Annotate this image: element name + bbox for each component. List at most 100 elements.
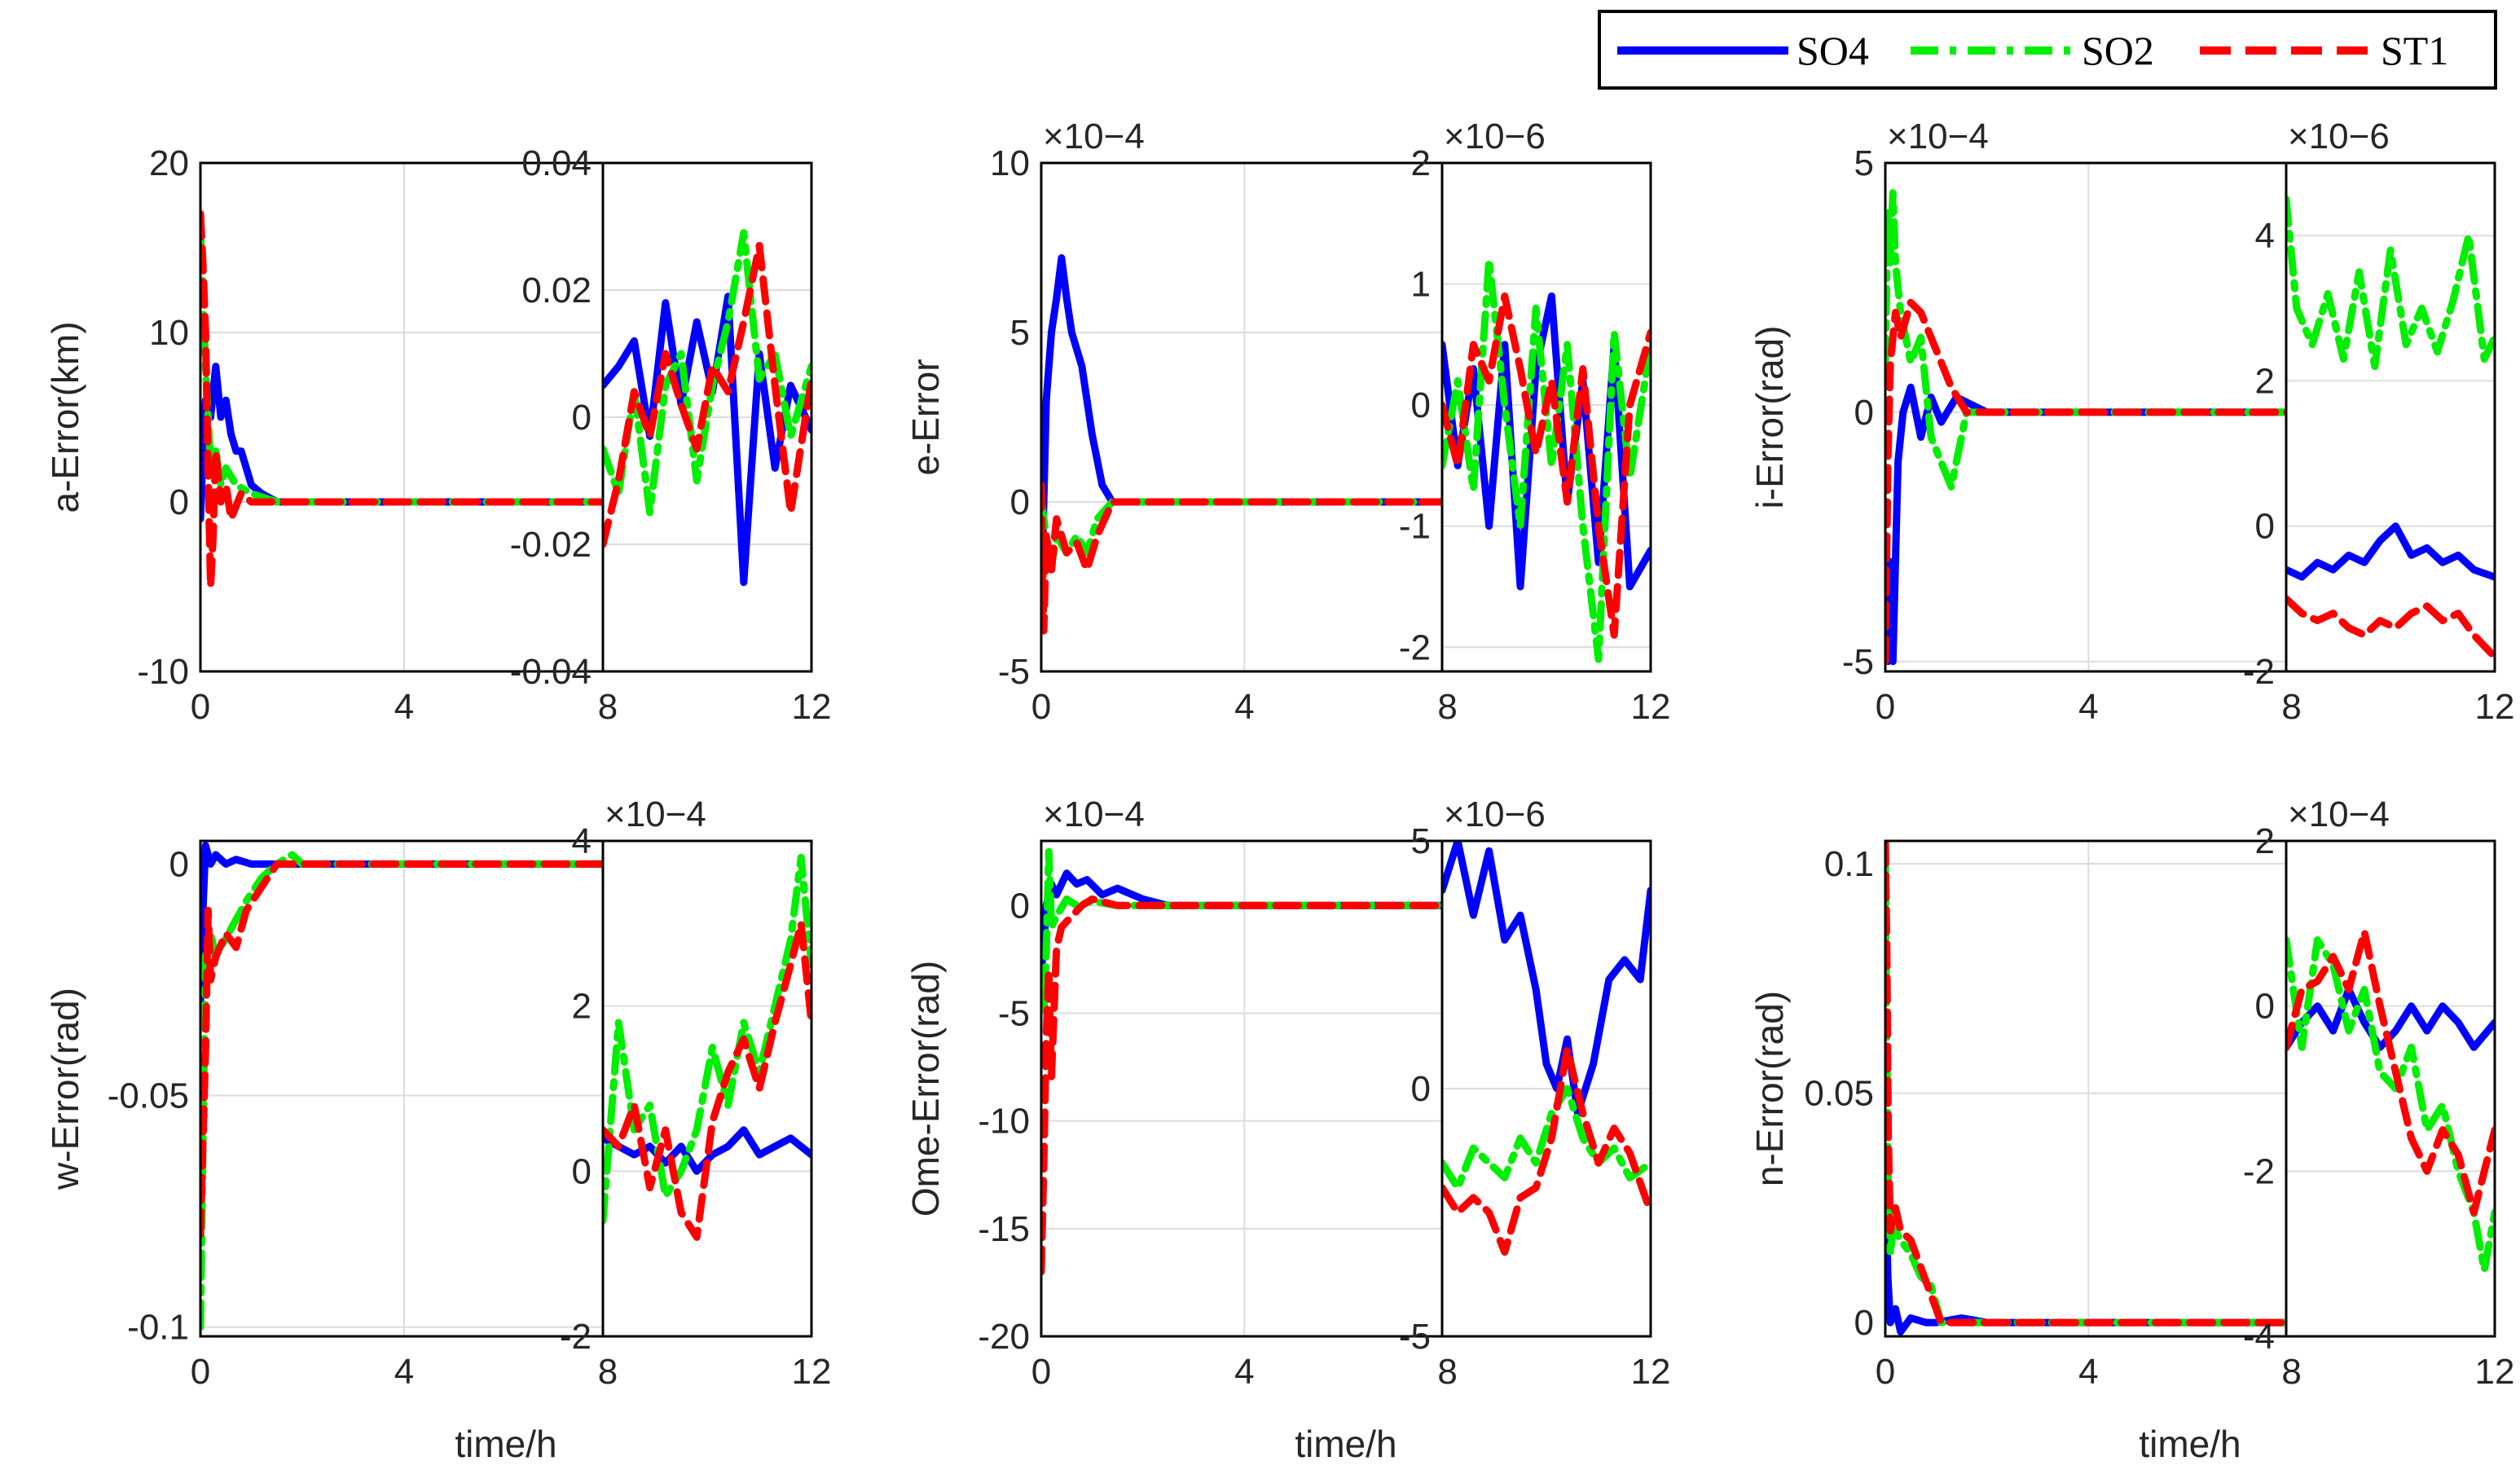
inset-ytick-label: 0 — [2255, 987, 2275, 1027]
main-xtick-label: 0 — [191, 687, 210, 727]
main-xtick-label: 0 — [1031, 687, 1051, 727]
main-xtick-label: 4 — [1234, 1352, 1254, 1392]
ylabel: n-Error(rad) — [1748, 991, 1791, 1186]
inset-ytick-label: -5 — [1399, 1317, 1431, 1357]
main-exponent-label: ×10−4 — [1887, 117, 1989, 156]
legend: SO4 SO2 ST1 — [1598, 10, 2497, 90]
main-series-st1 — [200, 209, 612, 591]
inset-axes: -4 -2 0 2 ×10−4 — [2243, 794, 2496, 1357]
main-series-group — [1885, 189, 2296, 666]
main-ytick-label: 0.05 — [1804, 1074, 1874, 1114]
main-ytick-label: 10 — [990, 143, 1030, 183]
panel-Ome: 0 4 8 12 -20 -15 -10 -5 0 ×10−4 -5 0 5 ×10−6 Ome-Error… — [904, 794, 1670, 1465]
main-ytick-label: 0 — [1854, 1303, 1874, 1343]
inset-ytick-label: 0 — [1411, 385, 1431, 425]
ylabel: e-Error — [904, 359, 947, 475]
inset-series-st1 — [603, 919, 811, 1241]
inset-series-st1 — [1442, 292, 1651, 639]
inset-ytick-label: 0 — [2255, 507, 2275, 547]
inset-series-so2 — [1442, 256, 1651, 663]
inset-series-so4 — [1442, 841, 1651, 1117]
main-xtick-label: 8 — [2281, 1352, 2301, 1392]
main-xtick-label: 0 — [1031, 1352, 1051, 1392]
main-ytick-label: 10 — [149, 313, 189, 353]
main-series-group — [200, 842, 612, 1331]
inset-series-st1 — [603, 241, 811, 548]
panel-w: 0 4 8 12 -0.1 -0.05 0 -2 0 2 4 ×10−4 w-Error(rad) tim… — [44, 794, 831, 1465]
main-xtick-label: 8 — [2281, 687, 2301, 727]
inset-exponent-label: ×10−4 — [605, 794, 706, 834]
inset-ytick-label: 0 — [572, 1151, 592, 1191]
inset-series-group — [1442, 841, 1651, 1256]
inset-series-group — [2286, 928, 2495, 1274]
inset-axes: -2 -1 0 1 2 ×10−6 — [1399, 117, 1652, 673]
inset-ytick-label: -0.04 — [510, 652, 592, 692]
main-series-st1 — [1885, 298, 2296, 666]
main-xtick-label: 12 — [2475, 687, 2515, 727]
main-xtick-label: 12 — [792, 1352, 832, 1392]
inset-series-so4 — [603, 293, 811, 587]
main-xtick-label: 4 — [1234, 687, 1254, 727]
ylabel: w-Error(rad) — [44, 988, 86, 1190]
main-ytick-label: 0 — [169, 482, 189, 522]
main-ytick-label: -10 — [137, 652, 189, 692]
inset-series-group — [2286, 196, 2495, 661]
inset-series-st1 — [1442, 1045, 1651, 1256]
main-ytick-label: 5 — [1010, 313, 1030, 353]
main-ytick-label: -5 — [998, 993, 1030, 1033]
main-series-so2 — [1885, 860, 2296, 1327]
inset-ytick-label: 4 — [572, 821, 592, 861]
xlabel: time/h — [2139, 1423, 2241, 1465]
main-series-st1 — [1041, 481, 1452, 635]
inset-series-so4 — [2286, 522, 2495, 581]
main-ytick-label: 0 — [1010, 482, 1030, 522]
inset-frame — [2285, 161, 2496, 673]
inset-exponent-label: ×10−6 — [1444, 794, 1546, 834]
inset-frame — [1440, 161, 1652, 673]
main-ytick-label: -0.05 — [108, 1076, 189, 1116]
main-exponent-label: ×10−4 — [1043, 794, 1145, 834]
main-xtick-label: 8 — [598, 1352, 618, 1392]
main-ytick-label: -0.1 — [127, 1308, 189, 1348]
main-series-group — [200, 209, 612, 591]
inset-ytick-label: -0.02 — [510, 525, 592, 565]
inset-frame — [2285, 839, 2496, 1338]
main-ytick-label: 20 — [149, 143, 189, 183]
inset-ytick-label: 2 — [572, 987, 592, 1027]
inset-ytick-label: -2 — [2243, 1151, 2275, 1191]
inset-axes: -0.04 -0.02 0 0.02 0.04 — [510, 143, 813, 692]
main-xtick-label: 0 — [1876, 687, 1895, 727]
main-xtick-label: 12 — [2475, 1352, 2515, 1392]
inset-ytick-label: 2 — [1411, 143, 1431, 183]
inset-ytick-label: 1 — [1411, 265, 1431, 305]
inset-series-group — [603, 853, 811, 1241]
inset-ytick-label: -1 — [1399, 507, 1431, 547]
inset-series-group — [1442, 256, 1651, 663]
main-ytick-label: -10 — [978, 1102, 1030, 1142]
inset-ytick-label: 0 — [572, 398, 592, 438]
inset-frame — [601, 839, 813, 1338]
main-ytick-label: 0.1 — [1824, 844, 1874, 884]
inset-axes: -2 0 2 4 ×10−6 — [2243, 117, 2496, 692]
inset-ytick-label: -2 — [560, 1317, 592, 1357]
legend-label-so2: SO2 — [2082, 28, 2154, 73]
inset-ytick-label: 4 — [2255, 216, 2275, 256]
inset-ytick-label: -2 — [1399, 627, 1431, 667]
inset-axes: -2 0 2 4 ×10−4 — [560, 794, 813, 1357]
inset-frame — [1440, 839, 1652, 1338]
main-xtick-label: 4 — [394, 687, 414, 727]
inset-exponent-label: ×10−4 — [2288, 794, 2390, 834]
panels: 0 4 8 12-1001020-0.04-0.0200.020.04a-Error(… — [44, 117, 2514, 1465]
legend-label-so4: SO4 — [1797, 28, 1869, 73]
main-ytick-label: 0 — [169, 844, 189, 884]
inset-series-st1 — [2286, 928, 2495, 1217]
inset-series-group — [603, 229, 811, 587]
inset-ytick-label: 5 — [1411, 821, 1431, 861]
main-series-group — [1041, 847, 1452, 1276]
main-xtick-label: 8 — [1437, 1352, 1457, 1392]
main-xtick-label: 4 — [2078, 1352, 2098, 1392]
main-series-st1 — [1041, 895, 1452, 1276]
